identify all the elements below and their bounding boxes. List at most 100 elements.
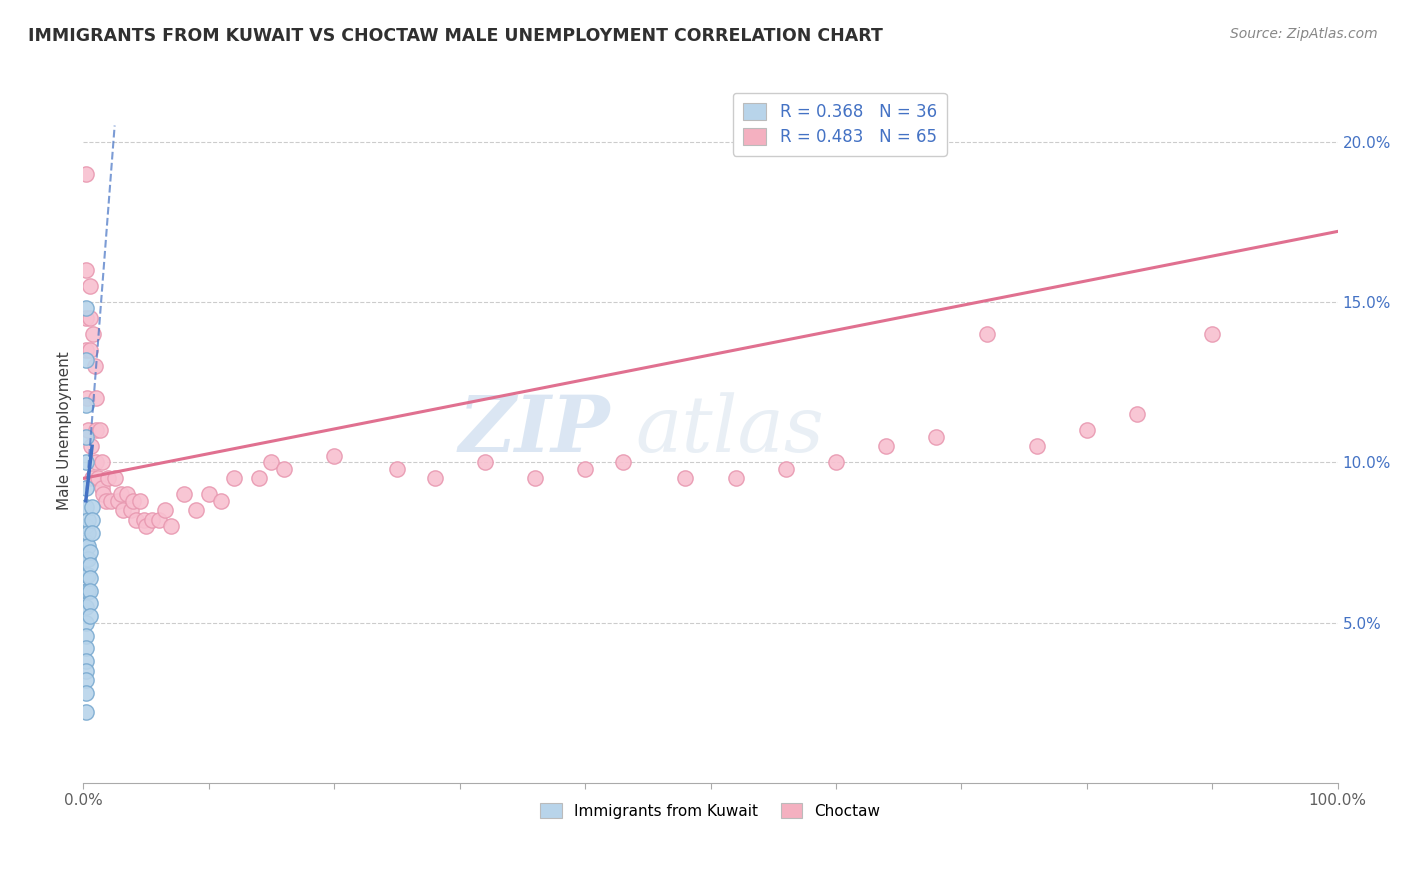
Point — [173, 487, 195, 501]
Point — [79, 545, 101, 559]
Point — [612, 455, 634, 469]
Point — [75, 301, 97, 316]
Point — [112, 503, 135, 517]
Point — [93, 487, 115, 501]
Point — [75, 706, 97, 720]
Point — [77, 525, 100, 540]
Point — [75, 628, 97, 642]
Point — [80, 439, 103, 453]
Point — [75, 664, 97, 678]
Point — [77, 539, 100, 553]
Point — [79, 310, 101, 325]
Point — [75, 654, 97, 668]
Point — [925, 430, 948, 444]
Point — [87, 471, 110, 485]
Text: IMMIGRANTS FROM KUWAIT VS CHOCTAW MALE UNEMPLOYMENT CORRELATION CHART: IMMIGRANTS FROM KUWAIT VS CHOCTAW MALE U… — [28, 27, 883, 45]
Point — [423, 471, 446, 485]
Point — [107, 493, 129, 508]
Point — [122, 493, 145, 508]
Point — [91, 481, 114, 495]
Point — [77, 567, 100, 582]
Point — [75, 535, 97, 549]
Point — [976, 326, 998, 341]
Point — [120, 503, 142, 517]
Point — [75, 167, 97, 181]
Point — [135, 519, 157, 533]
Point — [80, 525, 103, 540]
Point — [104, 471, 127, 485]
Point — [125, 513, 148, 527]
Point — [75, 352, 97, 367]
Point — [75, 551, 97, 566]
Point — [82, 326, 104, 341]
Point — [77, 423, 100, 437]
Text: atlas: atlas — [636, 392, 824, 468]
Point — [75, 500, 97, 515]
Point — [76, 391, 98, 405]
Point — [1025, 439, 1047, 453]
Point — [115, 487, 138, 501]
Point — [79, 583, 101, 598]
Point — [775, 461, 797, 475]
Point — [247, 471, 270, 485]
Point — [128, 493, 150, 508]
Point — [75, 263, 97, 277]
Point — [1126, 407, 1149, 421]
Point — [75, 481, 97, 495]
Point — [75, 673, 97, 688]
Point — [91, 455, 114, 469]
Point — [80, 471, 103, 485]
Text: ZIP: ZIP — [458, 392, 610, 468]
Point — [84, 391, 107, 405]
Point — [75, 430, 97, 444]
Point — [675, 471, 697, 485]
Point — [141, 513, 163, 527]
Point — [80, 513, 103, 527]
Point — [97, 471, 120, 485]
Point — [79, 571, 101, 585]
Point — [77, 583, 100, 598]
Point — [79, 279, 101, 293]
Point — [100, 493, 122, 508]
Point — [474, 455, 496, 469]
Point — [153, 503, 176, 517]
Point — [75, 455, 97, 469]
Point — [80, 500, 103, 515]
Point — [83, 359, 105, 373]
Point — [75, 343, 97, 357]
Point — [186, 503, 208, 517]
Point — [75, 686, 97, 700]
Point — [385, 461, 408, 475]
Point — [724, 471, 747, 485]
Point — [148, 513, 170, 527]
Point — [75, 519, 97, 533]
Point — [84, 423, 107, 437]
Point — [160, 519, 183, 533]
Point — [110, 487, 132, 501]
Point — [79, 558, 101, 572]
Point — [1076, 423, 1098, 437]
Point — [260, 455, 283, 469]
Point — [875, 439, 897, 453]
Point — [77, 551, 100, 566]
Point — [79, 609, 101, 624]
Point — [209, 493, 232, 508]
Point — [1201, 326, 1223, 341]
Point — [825, 455, 848, 469]
Point — [75, 567, 97, 582]
Point — [273, 461, 295, 475]
Point — [84, 455, 107, 469]
Point — [79, 343, 101, 357]
Point — [89, 423, 111, 437]
Point — [75, 615, 97, 630]
Point — [523, 471, 546, 485]
Point — [94, 493, 117, 508]
Point — [574, 461, 596, 475]
Point — [75, 310, 97, 325]
Point — [222, 471, 245, 485]
Point — [75, 583, 97, 598]
Point — [323, 449, 346, 463]
Point — [75, 641, 97, 656]
Legend: Immigrants from Kuwait, Choctaw: Immigrants from Kuwait, Choctaw — [534, 797, 887, 825]
Point — [75, 398, 97, 412]
